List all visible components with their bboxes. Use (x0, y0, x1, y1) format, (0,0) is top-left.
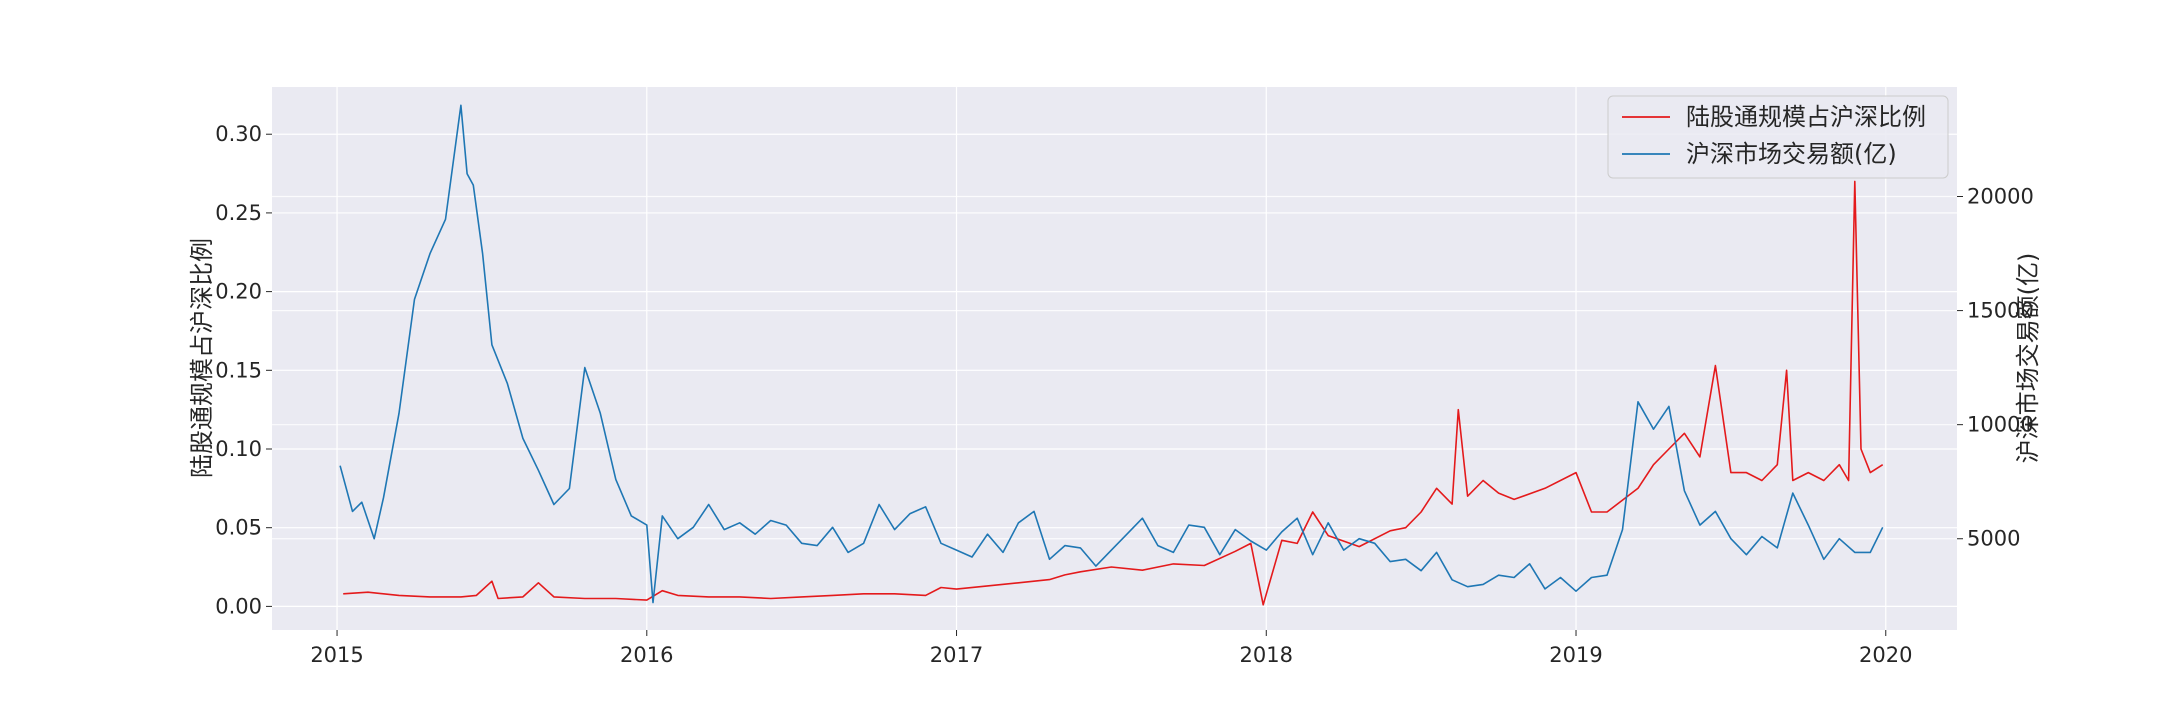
y-tick-label-left: 0.20 (215, 280, 262, 304)
x-tick-label: 2017 (930, 643, 983, 667)
y-tick-label-left: 0.25 (215, 201, 262, 225)
y-axis-label-right: 沪深市场交易额(亿) (2014, 253, 2042, 464)
y-tick-label-left: 0.05 (215, 516, 262, 540)
legend-label-volume: 沪深市场交易额(亿) (1686, 140, 1897, 168)
y-axis-label-left: 陆股通规模占沪深比例 (188, 238, 216, 478)
y-tick-label-right: 5000 (1967, 527, 2020, 551)
legend-frame (1607, 95, 1949, 179)
series-line-volume (339, 104, 1884, 604)
x-tick-label: 2020 (1859, 643, 1912, 667)
grid (272, 87, 1957, 630)
series-layer (339, 104, 1884, 606)
y-tick-label-left: 0.00 (215, 594, 262, 618)
legend: 陆股通规模占沪深比例 沪深市场交易额(亿) (1607, 95, 1949, 179)
y-tick-label-right: 10000 (1967, 413, 2034, 437)
x-tick-label: 2019 (1549, 643, 1602, 667)
y-tick-label-right: 15000 (1967, 299, 2034, 323)
y-tick-label-left: 0.15 (215, 358, 262, 382)
y-tick-label-left: 0.10 (215, 437, 262, 461)
y-tick-label-left: 0.30 (215, 122, 262, 146)
ticks: 2015 2016 2017 2018 2019 2020 0.00 0.05 0.10 0.15… (215, 122, 2034, 667)
series-line-ratio (343, 180, 1884, 606)
legend-label-ratio: 陆股通规模占沪深比例 (1686, 103, 1926, 131)
x-tick-label: 2018 (1240, 643, 1293, 667)
x-tick-label: 2015 (310, 643, 363, 667)
x-tick-label: 2016 (620, 643, 673, 667)
y-tick-label-right: 20000 (1967, 185, 2034, 209)
